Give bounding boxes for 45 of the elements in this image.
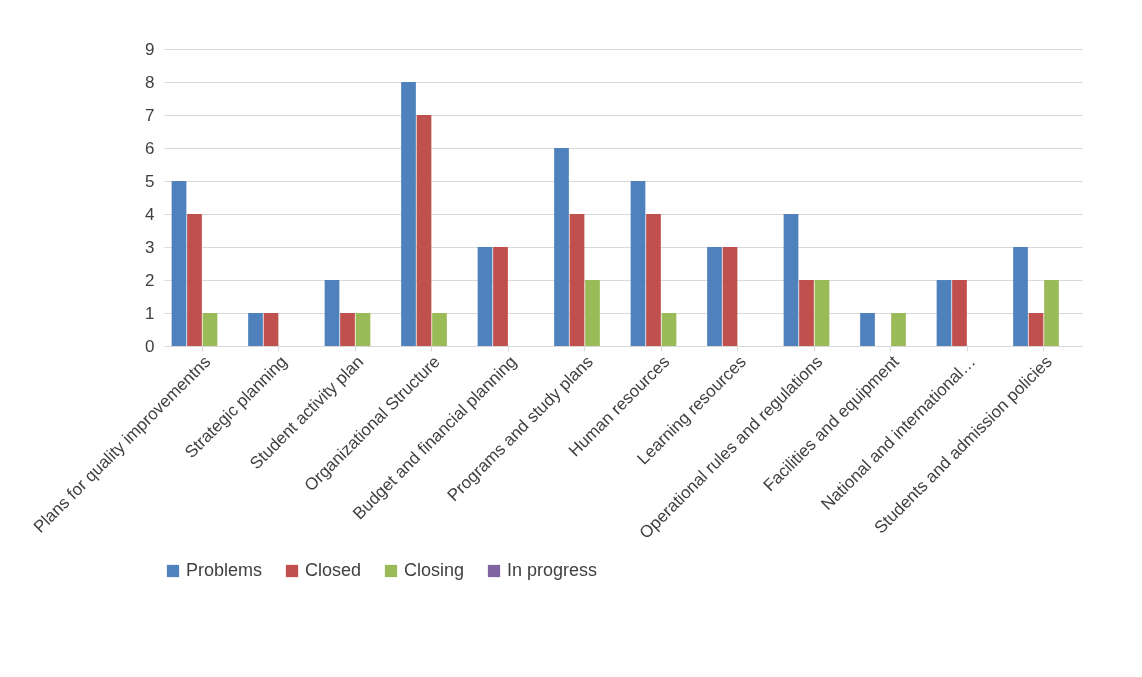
- bar: [722, 247, 738, 346]
- bar: [248, 313, 263, 346]
- bar: [646, 214, 661, 346]
- bar: [355, 313, 371, 346]
- bar: [1044, 280, 1059, 346]
- bar: [783, 214, 799, 346]
- y-tick-label: 0: [145, 336, 155, 356]
- y-tick-label: 9: [145, 39, 155, 59]
- bar: [936, 280, 952, 346]
- bar: [324, 280, 340, 346]
- bar: [263, 313, 279, 346]
- bar: [661, 313, 677, 346]
- y-tick-label: 6: [145, 138, 155, 158]
- bar: [860, 313, 875, 346]
- bar: [1013, 247, 1028, 346]
- bar: [340, 313, 355, 346]
- y-tick-label: 3: [145, 237, 155, 257]
- y-tick-label: 8: [145, 72, 155, 92]
- bar: [569, 214, 585, 346]
- legend-label: Problems: [186, 560, 263, 580]
- y-tick-label: 7: [145, 105, 155, 125]
- bar: [952, 280, 967, 346]
- bar: [799, 280, 814, 346]
- bar: [814, 280, 830, 346]
- bar: [171, 181, 187, 346]
- bar: [477, 247, 493, 346]
- bar: [416, 115, 432, 346]
- bar: [630, 181, 646, 346]
- bar: [187, 214, 202, 346]
- y-tick-label: 2: [145, 270, 155, 290]
- bar: [432, 313, 447, 346]
- y-tick-label: 5: [145, 171, 155, 191]
- bar: [891, 313, 906, 346]
- y-tick-label: 4: [145, 204, 155, 224]
- bar: [493, 247, 508, 346]
- legend-label: Closed: [305, 560, 362, 580]
- bar: [554, 148, 569, 346]
- bar: [585, 280, 600, 346]
- bar: [202, 313, 218, 346]
- bar: [1028, 313, 1044, 346]
- bar: [401, 82, 416, 346]
- y-tick-label: 1: [145, 303, 155, 323]
- legend-label: Closing: [404, 560, 465, 580]
- legend-label: In progress: [507, 560, 598, 580]
- bar: [707, 247, 722, 346]
